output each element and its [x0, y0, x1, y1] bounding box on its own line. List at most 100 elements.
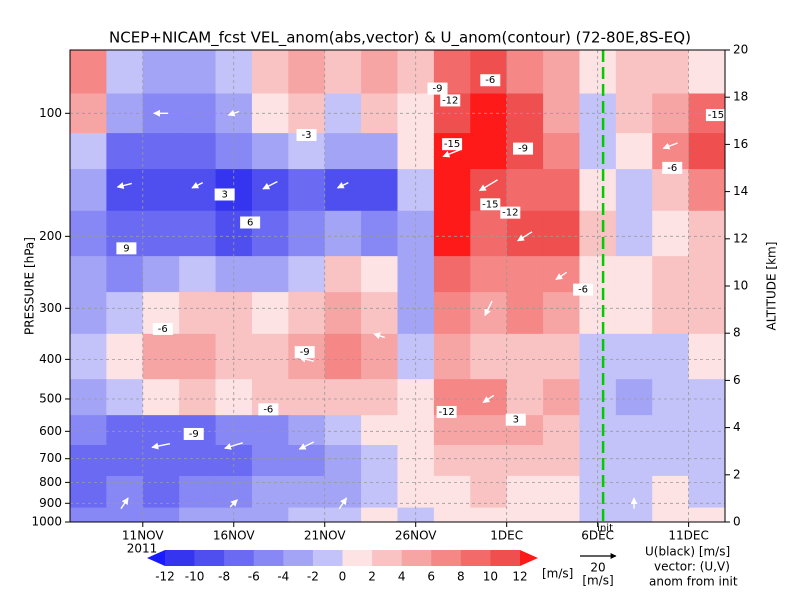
- field-cell: [652, 210, 690, 257]
- field-cell: [179, 475, 217, 509]
- wind-vector: [120, 497, 129, 510]
- contour-label: -9: [183, 427, 204, 440]
- colorbar-unit: [m/s]: [542, 567, 573, 581]
- field-cell: [543, 50, 580, 95]
- field-cell: [70, 169, 107, 212]
- contour-label-box: [214, 188, 235, 201]
- contour-label-box: [258, 403, 279, 416]
- y-tick-label: 600: [39, 424, 62, 438]
- field-cell: [324, 292, 362, 335]
- contour-label: -9: [513, 142, 534, 155]
- colorbar-cell: [401, 550, 432, 566]
- wind-vector: [373, 332, 385, 340]
- field-cell: [70, 415, 107, 446]
- field-cell: [652, 169, 690, 212]
- field-cell: [506, 169, 544, 212]
- field-cell: [397, 475, 435, 509]
- contour-label: -6: [480, 74, 501, 87]
- field-cell: [397, 133, 435, 170]
- contour-label: -9: [294, 346, 315, 359]
- field-cell: [470, 292, 508, 335]
- colorbar-cell: [312, 550, 343, 566]
- y-tick-label: 400: [39, 352, 62, 366]
- field-cell: [615, 415, 653, 446]
- field-cell: [179, 333, 217, 380]
- contour-label-text: -15: [708, 110, 724, 121]
- field-cell: [470, 507, 508, 522]
- field-cell: [179, 50, 217, 95]
- wind-vector: [151, 442, 171, 450]
- field-cell: [70, 50, 107, 95]
- contour-label-text: 9: [123, 243, 129, 254]
- field-cell: [70, 133, 107, 170]
- field-cell: [652, 292, 690, 335]
- field-cell: [106, 133, 144, 170]
- field-cell: [70, 445, 107, 477]
- field-cell: [142, 507, 180, 522]
- contour-label: -6: [258, 403, 279, 416]
- wind-vector: [482, 394, 495, 404]
- field-cell: [433, 445, 471, 477]
- field-cell: [142, 50, 180, 95]
- field-cell: [106, 507, 144, 522]
- wind-vector: [442, 148, 462, 158]
- contour-label-box: [505, 413, 526, 426]
- field-cell: [106, 292, 144, 335]
- contour-label: -3: [296, 129, 317, 142]
- field-cell: [324, 379, 362, 416]
- field-cell: [361, 415, 398, 446]
- field-cell: [688, 507, 725, 522]
- y2-tick-label: 16: [733, 137, 748, 151]
- field-cell: [506, 475, 544, 509]
- field-cell: [688, 169, 725, 212]
- contour-label: 6: [240, 216, 261, 229]
- colorbar-cell: [283, 550, 314, 566]
- field-cell: [615, 50, 653, 95]
- contour-label-box: [440, 94, 461, 107]
- field-cell: [361, 445, 398, 477]
- field-cell: [324, 133, 362, 170]
- field-cell: [543, 445, 580, 477]
- field-cell: [361, 379, 398, 416]
- field-cell: [652, 379, 690, 416]
- field-cell: [688, 50, 725, 95]
- field-cell: [470, 333, 508, 380]
- y2-tick-label: 20: [733, 43, 748, 57]
- field-cell: [615, 507, 653, 522]
- contour-label: 3: [505, 413, 526, 426]
- y2-tick-label: 2: [733, 467, 741, 481]
- field-cell: [688, 256, 725, 293]
- vector-key-unit: [m/s]: [582, 574, 613, 588]
- colorbar-cell: [165, 550, 195, 566]
- contour-label: -6: [573, 283, 594, 296]
- y-tick-label: 500: [39, 391, 62, 405]
- wind-vector: [229, 499, 238, 508]
- colorbar-label: -8: [218, 570, 230, 584]
- field-cell: [179, 292, 217, 335]
- contour-label-box: [573, 283, 594, 296]
- colorbar-label: 10: [483, 570, 498, 584]
- field-cell: [470, 50, 508, 95]
- note: anom from init: [649, 575, 738, 589]
- y2-axis-label: ALTITUDE [km]: [765, 242, 779, 331]
- field-cell: [179, 133, 217, 170]
- wind-vector: [227, 109, 240, 117]
- x-tick-label: 11NOV: [122, 529, 164, 543]
- vector-key-value: 20: [590, 561, 605, 575]
- wind-vector: [191, 181, 204, 189]
- field-cell: [324, 507, 362, 522]
- field-cell: [142, 333, 180, 380]
- field-cell: [615, 445, 653, 477]
- field-cell: [142, 379, 180, 416]
- x-tick-label: 6DEC: [581, 529, 614, 543]
- colorbar-label: -12: [155, 570, 175, 584]
- field-cell: [361, 50, 398, 95]
- field-cell: [106, 50, 144, 95]
- colorbar-label: 4: [398, 570, 406, 584]
- contour-label-text: 3: [513, 415, 519, 426]
- field-cell: [433, 415, 471, 446]
- field-cell: [361, 475, 398, 509]
- field-cell: [179, 210, 217, 257]
- field-cell: [615, 333, 653, 380]
- field-cell: [179, 445, 217, 477]
